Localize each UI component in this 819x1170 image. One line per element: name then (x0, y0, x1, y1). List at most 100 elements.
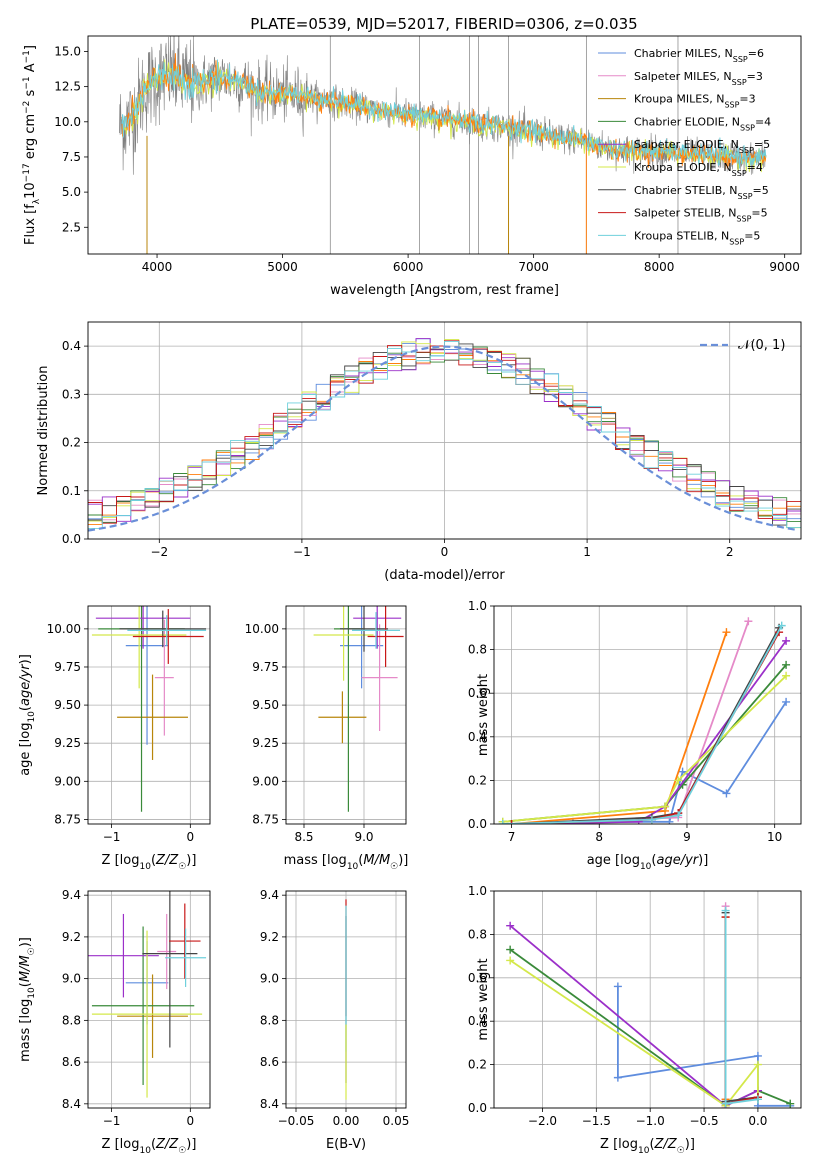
y-tick-label: 9.2 (260, 930, 279, 944)
x-axis-label: Z [log10(Z/Z☉)] (102, 1137, 197, 1156)
y-tick-label: 0.4 (468, 730, 487, 744)
series-line (511, 640, 787, 824)
x-tick-label: 7000 (518, 260, 549, 274)
y-tick-label: 8.6 (62, 1055, 81, 1069)
legend-entry: 𝒩(0, 1) (738, 338, 785, 353)
plot-z-mass: −1 0 8.4 8.6 8.8 9.0 9.2 9.4 Z [log10(Z/Z☉)] mass… (18, 888, 211, 1156)
series-line (509, 925, 759, 1107)
y-tick-label: 9.25 (54, 736, 81, 750)
series-line (509, 959, 759, 1108)
legend-entry: Kroupa STELIB, NSSP=5 (634, 229, 760, 246)
legend-entry: Kroupa ELODIE, NSSP=4 (634, 161, 763, 178)
y-tick-label: 0.2 (468, 1058, 487, 1072)
y-axis-label: age [log10(age/yr)] (18, 654, 37, 776)
y-tick-label: 0.0 (468, 817, 487, 831)
legend-entry: Chabrier ELODIE, NSSP=4 (634, 115, 771, 131)
data-marker (506, 956, 515, 965)
y-tick-label: 10.00 (47, 622, 81, 636)
data-marker (722, 628, 731, 637)
legend-entry: Chabrier MILES, NSSP=6 (634, 47, 764, 64)
x-tick-label: −2 (150, 545, 168, 559)
y-tick-label: 0.2 (62, 436, 81, 450)
data-marker (753, 1095, 762, 1104)
x-axis-label: Z [log10(Z/Z☉)] (600, 1137, 695, 1156)
plot-area (313, 606, 404, 812)
data-marker (753, 1060, 762, 1069)
plot-age-weight: 7 8 9 10 0.0 0.2 0.4 0.6 0.8 1.0 age [log10(age/yr… (468, 599, 802, 872)
x-tick-label: 0.00 (333, 1114, 360, 1128)
y-tick-label: 0.8 (468, 927, 487, 941)
plot-area (498, 617, 791, 824)
y-tick-label: 9.00 (252, 774, 279, 788)
series-line (511, 631, 780, 824)
histogram-step (88, 346, 801, 523)
axes-frame (87, 35, 802, 255)
y-tick-label: 12.5 (54, 80, 81, 94)
x-tick-label: 2 (726, 545, 734, 559)
x-tick-label: −1 (293, 545, 311, 559)
y-tick-label: 0.4 (62, 339, 81, 353)
legend-entry: Kroupa MILES, NSSP=3 (634, 93, 756, 110)
y-tick-label: 0.2 (468, 773, 487, 787)
x-tick-label: 4000 (142, 260, 173, 274)
data-marker (506, 921, 515, 930)
legend-entry: Salpeter STELIB, NSSP=5 (634, 207, 768, 224)
x-tick-label: 8 (595, 830, 603, 844)
data-marker (665, 817, 674, 824)
x-tick-label: 0.05 (383, 1114, 410, 1128)
legend-entry: Chabrier STELIB, NSSP=5 (634, 184, 769, 201)
data-marker (613, 1073, 622, 1082)
y-axis-label: mass weight (476, 674, 491, 756)
histogram-step (88, 340, 801, 529)
plot-z-age: −1 0 8.75 9.00 9.25 9.50 9.75 10.00 Z [log10(Z/Z… (18, 605, 211, 872)
y-tick-label: 0.1 (62, 484, 81, 498)
x-axis-label: age [log10(age/yr)] (587, 853, 709, 872)
x-tick-label: −0.5 (689, 1114, 718, 1128)
x-tick-label: 0 (441, 545, 449, 559)
axes-frame (285, 605, 407, 825)
data-marker (782, 636, 791, 645)
legend-entry: Salpeter MILES, NSSP=3 (634, 70, 763, 87)
y-tick-label: 9.4 (260, 888, 279, 902)
y-tick-label: 0.4 (468, 1014, 487, 1028)
x-axis-label: (data-model)/error (384, 568, 505, 583)
y-tick-label: 2.5 (62, 220, 81, 234)
y-tick-label: 8.4 (62, 1097, 81, 1111)
series-line (502, 675, 787, 823)
data-marker (786, 1099, 795, 1108)
data-marker (782, 697, 791, 706)
data-marker (507, 820, 516, 824)
y-tick-label: 9.75 (252, 660, 279, 674)
x-axis-label: E(B-V) (326, 1137, 366, 1152)
series-line (724, 917, 759, 1105)
y-axis-label: mass weight (476, 958, 491, 1040)
series-line (511, 620, 750, 824)
x-tick-label: 0 (187, 830, 195, 844)
data-marker (506, 945, 515, 954)
data-marker (647, 815, 656, 824)
plot-area (506, 902, 795, 1108)
y-tick-label: 9.50 (54, 698, 81, 712)
y-tick-label: 7.5 (62, 150, 81, 164)
data-marker (782, 671, 791, 680)
spectrum-model-line (121, 59, 767, 169)
y-tick-label: 8.75 (252, 812, 279, 826)
y-tick-label: 8.8 (260, 1013, 279, 1027)
y-axis-label: Flux [fλ10−17 erg cm−2 s−1 A−1] (22, 45, 42, 245)
data-marker (498, 820, 507, 824)
plot-z-weight: −2.0 −1.5 −1.0 −0.5 0.0 0.0 0.2 0.4 0.6 0.8 1.0 Z [… (468, 884, 802, 1156)
y-tick-label: 9.0 (260, 972, 279, 986)
data-marker (721, 1099, 730, 1108)
y-tick-label: 8.8 (62, 1013, 81, 1027)
data-marker (782, 660, 791, 669)
series-line (724, 912, 759, 1103)
data-marker (721, 906, 730, 915)
data-marker (744, 617, 753, 626)
axes-frame (87, 321, 802, 540)
x-tick-label: 6000 (393, 260, 424, 274)
x-tick-label: −1 (103, 1114, 121, 1128)
axes-frame (493, 890, 802, 1109)
data-marker (753, 1051, 762, 1060)
y-tick-label: 8.4 (260, 1097, 279, 1111)
plot-area (88, 338, 801, 532)
